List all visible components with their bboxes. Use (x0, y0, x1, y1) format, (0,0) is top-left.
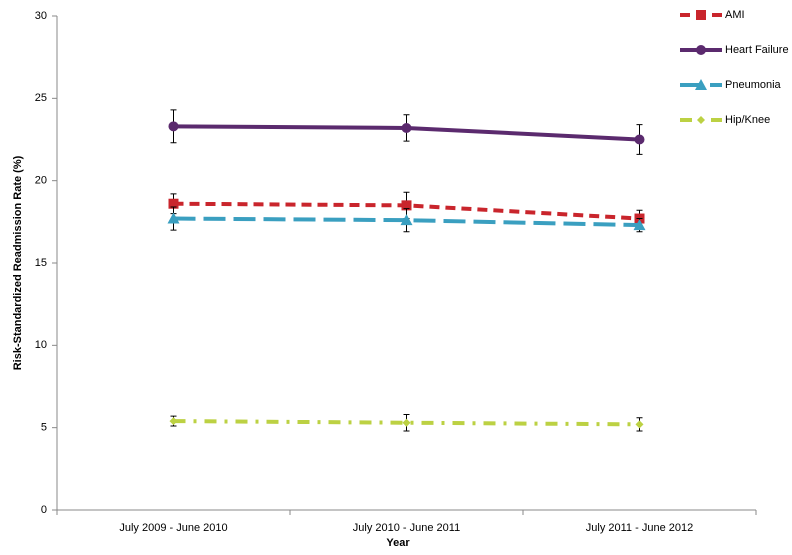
legend-label: AMI (725, 9, 745, 21)
y-tick-label: 30 (35, 10, 47, 22)
marker (401, 122, 412, 133)
marker (635, 420, 644, 429)
y-tick-label: 5 (41, 422, 47, 434)
legend-label: Pneumonia (725, 79, 782, 91)
x-tick-label: July 2009 - June 2010 (119, 522, 227, 534)
y-tick-label: 25 (35, 92, 47, 104)
y-axis-label: Risk-Standardized Readmission Rate (%) (12, 155, 24, 370)
legend-label: Hip/Knee (725, 114, 770, 126)
series-line (173, 216, 640, 228)
y-tick-label: 10 (35, 339, 47, 351)
marker (634, 134, 645, 145)
marker (402, 418, 411, 427)
marker (168, 198, 179, 209)
marker (633, 219, 646, 231)
y-tick-label: 15 (35, 257, 47, 269)
x-tick-label: July 2011 - June 2012 (586, 522, 693, 534)
marker (401, 200, 412, 211)
marker (695, 79, 707, 90)
marker (696, 10, 706, 20)
marker (168, 121, 179, 132)
x-tick-label: July 2010 - June 2011 (353, 522, 460, 534)
y-tick-label: 0 (41, 504, 47, 516)
marker (169, 417, 178, 426)
marker (696, 45, 706, 55)
marker (697, 116, 705, 124)
y-tick-label: 20 (35, 175, 47, 187)
legend-label: Heart Failure (725, 44, 789, 56)
marker (400, 214, 413, 226)
marker (167, 212, 180, 224)
x-axis-label: Year (386, 537, 410, 549)
